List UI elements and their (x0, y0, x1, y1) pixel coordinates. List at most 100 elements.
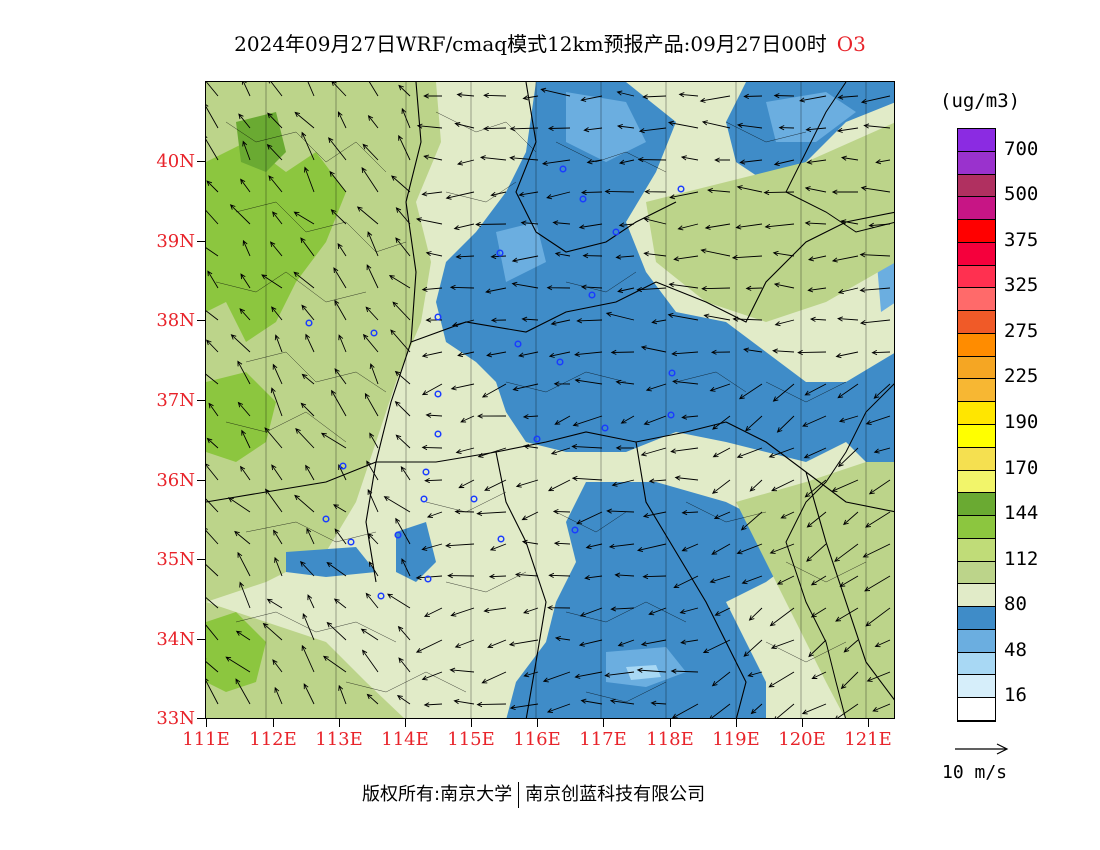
wind-arrow (445, 542, 475, 549)
station-marker (377, 592, 385, 600)
wind-arrow (268, 82, 283, 97)
wind-arrow (574, 351, 603, 357)
wind-arrow (615, 445, 635, 451)
wind-arrow (237, 360, 251, 385)
wind-arrow (776, 575, 795, 585)
lon-tick (802, 719, 803, 727)
station-marker (677, 185, 685, 193)
wind-arrow (206, 209, 219, 225)
wind-arrow (610, 349, 635, 355)
wind-arrow (454, 121, 475, 129)
lon-label-116e: 116E (513, 729, 561, 750)
wind-arrow (805, 126, 827, 133)
wind-arrow (421, 543, 443, 551)
wind-arrow (225, 656, 251, 673)
wind-arrow (741, 575, 763, 585)
wind-arrow (610, 606, 635, 612)
wind-arrow (521, 539, 539, 545)
legend-swatch (958, 652, 995, 676)
station-marker (434, 430, 442, 438)
lon-label-115e: 115E (447, 729, 495, 750)
wind-arrow (674, 475, 699, 481)
wind-arrow (669, 191, 699, 200)
wind-arrow (483, 92, 507, 98)
wind-arrow (806, 159, 827, 165)
wind-arrow (542, 671, 571, 683)
wind-arrow (615, 379, 635, 385)
wind-arrow (748, 607, 763, 621)
wind-arrow (206, 136, 219, 161)
wind-arrow (395, 207, 411, 225)
lat-label-37n: 37N (156, 390, 195, 411)
wind-arrow (237, 551, 251, 577)
wind-arrow (423, 702, 443, 708)
wind-arrow (454, 509, 475, 515)
wind-arrow (747, 671, 763, 678)
station-marker (514, 340, 522, 348)
wind-arrow (609, 698, 635, 705)
wind-arrow (398, 84, 411, 97)
wind-arrow (773, 93, 795, 99)
wind-arrow (548, 572, 571, 578)
wind-arrow (515, 479, 539, 488)
wind-arrow (745, 285, 763, 291)
wind-arrow (333, 267, 347, 289)
wind-arrow (548, 351, 571, 358)
station-marker (347, 538, 355, 546)
legend-swatch (958, 356, 995, 380)
legend-label: 170 (1004, 456, 1039, 479)
wind-arrow (242, 140, 251, 161)
wind-arrow (294, 494, 315, 513)
wind-arrow (802, 415, 827, 427)
wind-arrow (668, 282, 699, 289)
wind-arrow (704, 223, 731, 230)
wind-arrow (479, 155, 507, 161)
wind-arrow (780, 511, 795, 519)
wind-arrow (367, 488, 379, 513)
wind-arrow (636, 543, 667, 552)
wind-arrow (860, 95, 891, 104)
station-marker (579, 195, 587, 203)
wind-arrow (576, 318, 603, 324)
wind-arrow (362, 143, 379, 161)
wind-arrow (837, 287, 859, 295)
wind-arrow (266, 598, 283, 609)
wind-arrow (865, 607, 891, 627)
wind-arrow (831, 479, 859, 492)
wind-arrow (401, 107, 411, 129)
wind-arrow (362, 333, 379, 353)
wind-arrow (772, 250, 795, 257)
wind-arrow (640, 447, 667, 457)
wind-arrow (807, 287, 827, 293)
field-high-east (736, 462, 894, 718)
wind-arrow (451, 319, 475, 328)
lat-label-34n: 34N (156, 629, 195, 650)
wind-arrow (617, 287, 635, 294)
legend-swatch (958, 129, 995, 152)
wind-arrow (387, 593, 411, 609)
wind-arrow (234, 530, 251, 545)
wind-arrow (831, 189, 858, 195)
legend-swatch (958, 220, 995, 243)
wind-arrow (700, 248, 731, 257)
wind-arrow (456, 92, 475, 98)
wind-arrow (425, 412, 443, 418)
station-marker (420, 495, 428, 503)
wind-arrow (367, 533, 379, 545)
wind-arrow (837, 383, 859, 399)
wind-arrow (714, 157, 730, 163)
wind-arrow (580, 698, 603, 705)
wind-arrow (838, 447, 859, 468)
wind-arrow (764, 223, 795, 230)
lon-tick (603, 719, 604, 727)
wind-arrow (423, 93, 442, 99)
wind-arrow (395, 237, 411, 257)
field-high-southwest (206, 602, 404, 718)
wind-arrow (711, 671, 731, 687)
lat-label-40n: 40N (156, 151, 195, 172)
county-boundaries (215, 111, 867, 703)
wind-arrow (745, 415, 763, 432)
legend-swatch (958, 151, 995, 175)
wind-arrow (366, 264, 379, 289)
wind-arrow (681, 510, 699, 516)
